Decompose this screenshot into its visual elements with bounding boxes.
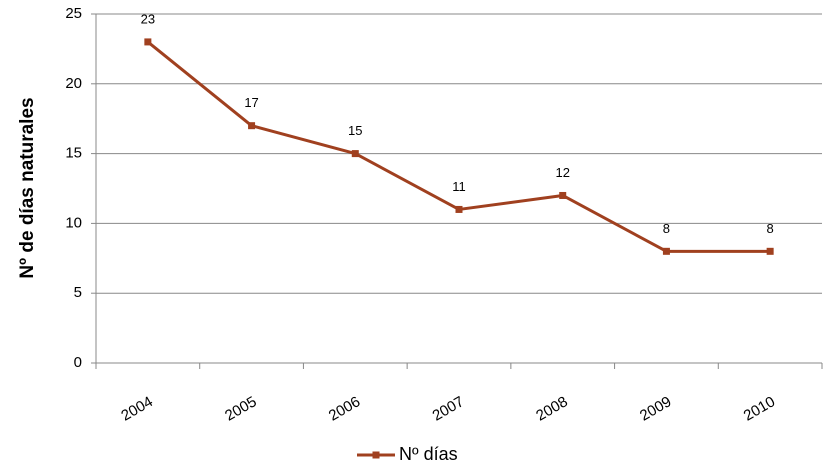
data-label: 8	[767, 221, 774, 236]
marker	[662, 247, 670, 255]
x-tick-label: 2008	[533, 393, 570, 424]
data-label: 17	[244, 95, 258, 110]
marker	[144, 38, 152, 46]
data-label: 12	[555, 165, 569, 180]
marker	[248, 122, 256, 130]
y-tick-label: 5	[74, 284, 82, 301]
y-tick-label: 10	[65, 214, 82, 231]
x-tick-label: 2006	[326, 393, 363, 424]
x-tick-label: 2005	[222, 393, 259, 424]
y-tick-label: 20	[65, 75, 82, 92]
y-axis-label: Nº de días naturales	[17, 97, 38, 278]
legend-marker	[372, 451, 380, 459]
y-tick-label: 0	[74, 354, 82, 371]
marker	[766, 247, 774, 255]
data-label: 23	[141, 11, 155, 26]
legend-label: Nº días	[399, 444, 458, 464]
data-label: 8	[663, 221, 670, 236]
x-tick-label: 2007	[430, 393, 467, 424]
series-line	[146, 40, 771, 253]
data-label: 11	[452, 179, 466, 194]
marker	[351, 150, 359, 158]
marker	[455, 205, 463, 213]
y-tick-label: 25	[65, 5, 82, 22]
x-tick-label: 2010	[741, 393, 778, 424]
marker	[559, 191, 567, 199]
data-label: 15	[348, 123, 362, 138]
x-tick-label: 2009	[637, 393, 674, 424]
x-tick-label: 2004	[118, 393, 155, 424]
y-tick-label: 15	[65, 145, 82, 162]
